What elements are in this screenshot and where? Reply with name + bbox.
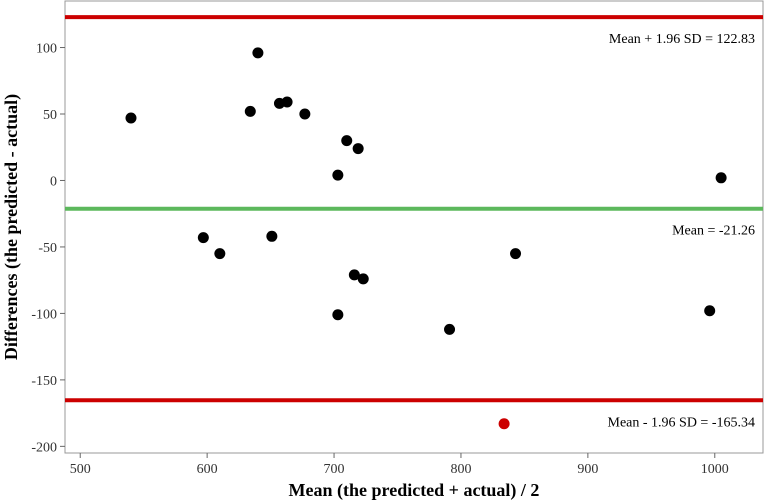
- y-tick-label: 50: [43, 108, 57, 123]
- data-point: [341, 135, 353, 147]
- x-tick-label: 800: [450, 462, 471, 477]
- y-tick-label: -50: [38, 241, 57, 256]
- data-point: [352, 143, 364, 155]
- data-point: [197, 232, 209, 244]
- x-tick-label: 500: [70, 462, 91, 477]
- reference-line-label: Mean = -21.26: [672, 224, 755, 239]
- y-tick-label: -150: [31, 374, 57, 389]
- data-point: [125, 112, 137, 124]
- x-tick-label: 1000: [701, 462, 729, 477]
- data-point: [715, 172, 727, 184]
- y-tick-label: -100: [31, 307, 57, 322]
- reference-line-label: Mean + 1.96 SD = 122.83: [609, 32, 755, 47]
- x-tick-label: 700: [324, 462, 345, 477]
- y-tick-label: -200: [31, 440, 57, 455]
- data-point: [214, 248, 226, 260]
- reference-lines: Mean + 1.96 SD = 122.83 Mean = -21.26 Mean…: [65, 15, 763, 430]
- outlier-point: [498, 418, 510, 430]
- data-point: [332, 169, 344, 181]
- data-point: [510, 248, 522, 260]
- data-points: [125, 47, 727, 430]
- data-point: [244, 105, 256, 117]
- x-tick-label: 600: [197, 462, 218, 477]
- x-axis-title: Mean (the predicted + actual) / 2: [289, 480, 540, 501]
- reference-line-label: Mean - 1.96 SD = -165.34: [608, 415, 756, 430]
- data-point: [332, 309, 344, 321]
- data-point: [281, 96, 293, 108]
- data-point: [704, 305, 716, 317]
- data-point: [252, 47, 264, 59]
- y-tick-label: 100: [36, 42, 57, 57]
- y-axis: 100 50 0 -50 -100 -150 -200: [31, 42, 65, 455]
- data-point: [299, 108, 311, 120]
- x-tick-label: 900: [577, 462, 598, 477]
- y-axis-title: Differences (the predicted - actual): [1, 94, 22, 360]
- data-point: [357, 273, 369, 285]
- y-tick-label: 0: [50, 174, 57, 189]
- data-point: [444, 323, 456, 335]
- x-axis: 500 600 700 800 900 1000: [70, 453, 729, 477]
- data-point: [266, 230, 278, 242]
- plot-frame: [64, 0, 764, 454]
- data-point: [348, 269, 360, 281]
